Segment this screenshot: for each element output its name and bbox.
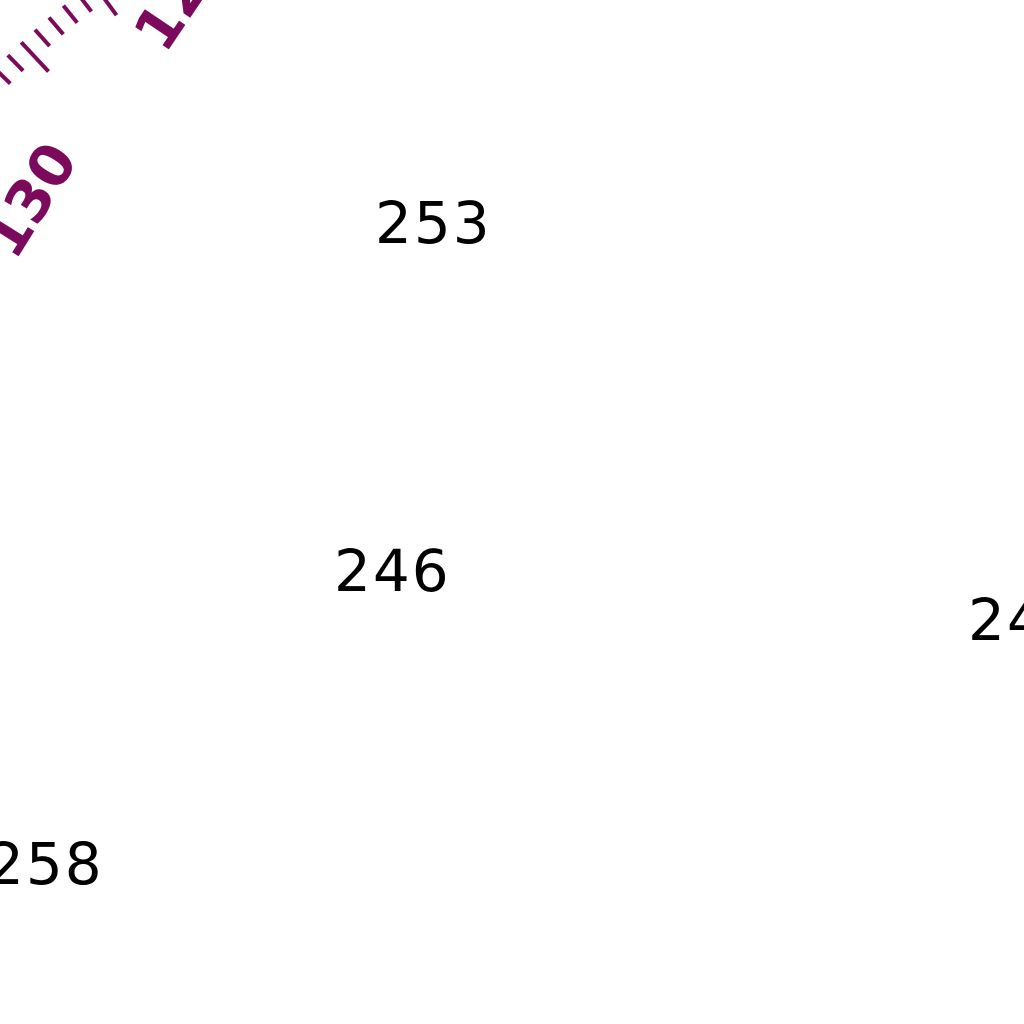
compass-label-130: 130 xyxy=(0,131,91,270)
compass-tick xyxy=(33,28,52,48)
compass-rose-ticks xyxy=(0,0,119,86)
depth-sounding: 24 xyxy=(968,586,1024,654)
compass-tick xyxy=(19,40,50,73)
compass-tick xyxy=(102,0,119,17)
compass-tick xyxy=(47,16,65,36)
compass-tick xyxy=(0,70,12,86)
compass-tick xyxy=(6,53,25,73)
depth-sounding: 258 xyxy=(0,830,104,898)
compass-tick xyxy=(80,0,93,13)
compass-label-120: 120 xyxy=(120,0,244,63)
depth-sounding: 246 xyxy=(334,537,451,605)
depth-sounding: 253 xyxy=(375,189,492,257)
compass-tick xyxy=(61,4,79,24)
